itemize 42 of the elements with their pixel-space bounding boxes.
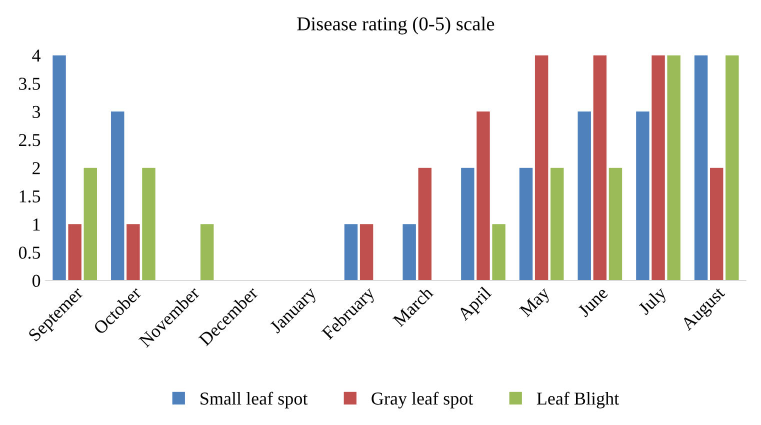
x-tick-label: June bbox=[577, 286, 608, 318]
y-tick-label: 0.5 bbox=[18, 246, 40, 259]
bar bbox=[667, 55, 680, 280]
bar bbox=[84, 168, 97, 280]
bar bbox=[593, 55, 607, 280]
x-tick-label: May bbox=[519, 286, 554, 320]
legend-label: Small leaf spot bbox=[200, 392, 308, 408]
y-tick-label: 1.5 bbox=[20, 190, 40, 203]
y-tick-label: 4 bbox=[32, 50, 41, 62]
bar bbox=[550, 168, 564, 280]
legend-label: Leaf Blight bbox=[536, 392, 620, 408]
y-tick-label: 2 bbox=[32, 162, 40, 174]
bar bbox=[111, 112, 124, 280]
bar bbox=[52, 55, 66, 280]
bar bbox=[200, 224, 214, 280]
legend-label: Gray leaf spot bbox=[372, 392, 474, 408]
bar bbox=[492, 224, 506, 280]
bar bbox=[142, 168, 156, 280]
y-tick-label: 1 bbox=[33, 218, 40, 230]
y-tick-label: 0 bbox=[32, 274, 40, 287]
bar bbox=[726, 55, 739, 280]
y-tick-label: 3 bbox=[32, 106, 40, 118]
bar bbox=[694, 55, 708, 280]
bar bbox=[710, 168, 724, 280]
y-tick-label: 2.5 bbox=[19, 134, 40, 146]
bar bbox=[476, 112, 490, 280]
bar bbox=[344, 224, 358, 280]
bar bbox=[461, 168, 474, 280]
chart-title: Disease rating (0-5) scale bbox=[297, 16, 494, 34]
x-tick-label: July bbox=[637, 285, 670, 318]
bar bbox=[68, 224, 82, 280]
bar bbox=[652, 55, 665, 280]
bar bbox=[360, 224, 374, 280]
bar bbox=[636, 112, 650, 280]
bar bbox=[126, 224, 140, 280]
bar bbox=[519, 168, 533, 280]
bar bbox=[578, 112, 591, 280]
bar bbox=[608, 168, 622, 280]
bar bbox=[418, 168, 432, 280]
y-tick-label: 3.5 bbox=[19, 78, 40, 90]
bar bbox=[534, 55, 548, 280]
bar bbox=[402, 224, 416, 280]
